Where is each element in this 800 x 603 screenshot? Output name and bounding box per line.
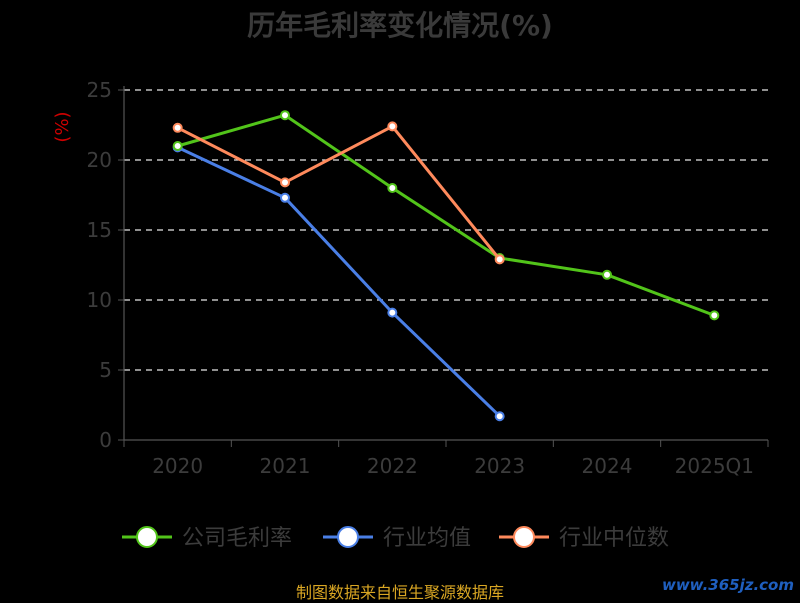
data-point — [709, 310, 720, 321]
data-source-note: 制图数据来自恒生聚源数据库 — [295, 583, 504, 602]
series-line — [176, 124, 501, 261]
series-line — [177, 113, 715, 317]
x-tick-label: 2024 — [582, 454, 633, 478]
legend: 公司毛利率 行业均值 行业中位数 — [122, 526, 669, 551]
data-point — [494, 254, 505, 265]
series-line — [177, 146, 501, 418]
y-axis-label: (%) — [52, 111, 73, 142]
y-tick-label: 20 — [87, 148, 112, 172]
legend-marker — [513, 526, 535, 548]
y-tick-label: 15 — [87, 218, 112, 242]
data-point — [602, 269, 612, 280]
y-tick-label: 5 — [99, 358, 112, 382]
data-point — [387, 121, 398, 132]
y-tick-label: 0 — [99, 428, 112, 452]
chart-title: 历年毛利率变化情况(%) — [247, 9, 553, 42]
data-point — [494, 411, 505, 422]
watermark: www.365jz.com — [661, 576, 794, 594]
x-tick-label: 2023 — [474, 454, 525, 478]
data-point — [172, 141, 183, 151]
data-point — [387, 307, 398, 318]
grid-lines — [124, 89, 768, 371]
axes: 0 5 10 15 20 25 2020 2021 2022 2023 2024 2025Q1 — [87, 78, 769, 478]
data-point — [280, 177, 290, 188]
data-point — [280, 110, 290, 121]
x-tick-label: 2020 — [152, 454, 203, 478]
legend-marker — [337, 526, 359, 548]
legend-label: 公司毛利率 — [182, 526, 292, 551]
data-point — [280, 192, 290, 203]
x-tick-label: 2021 — [260, 454, 311, 478]
x-tick-label: 2022 — [367, 454, 418, 478]
series-lines — [172, 110, 720, 422]
data-point — [387, 183, 398, 193]
legend-marker — [136, 526, 158, 548]
x-tick-label: 2025Q1 — [675, 454, 754, 478]
y-tick-label: 10 — [87, 288, 112, 312]
legend-label: 行业中位数 — [559, 526, 669, 551]
legend-label: 行业均值 — [383, 526, 471, 551]
data-point — [172, 122, 183, 133]
y-tick-label: 25 — [87, 78, 112, 102]
